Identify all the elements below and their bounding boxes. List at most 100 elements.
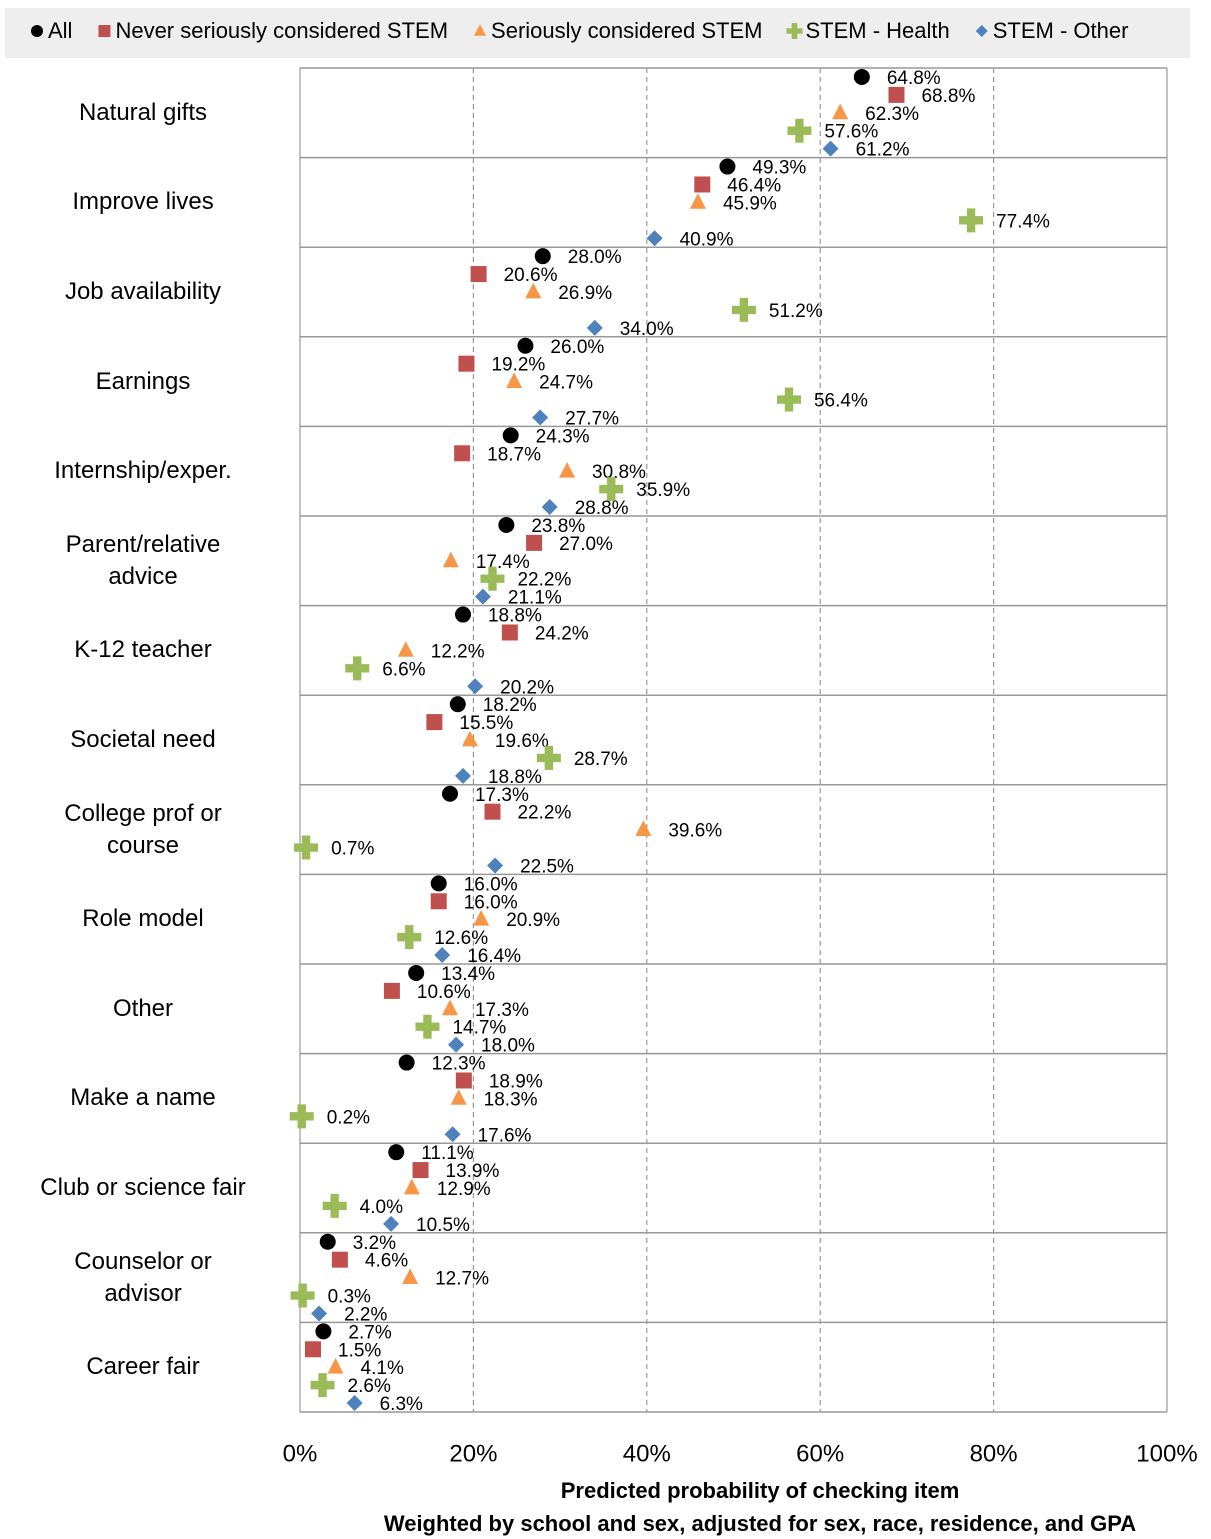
x-axis-title: Predicted probability of checking item <box>561 1478 960 1503</box>
marker <box>534 248 551 265</box>
value-label: 18.7% <box>487 444 541 465</box>
marker <box>331 1251 348 1268</box>
marker <box>694 176 711 193</box>
value-label: 30.8% <box>592 462 646 483</box>
y-tick-label: Parent/relative advice <box>65 530 221 590</box>
marker <box>448 1036 465 1053</box>
marker <box>397 641 414 657</box>
marker <box>599 477 624 502</box>
marker <box>426 714 443 731</box>
value-label: 20.6% <box>504 265 558 286</box>
marker <box>959 208 984 233</box>
marker <box>454 767 471 784</box>
marker <box>441 785 458 802</box>
value-label: 18.8% <box>488 606 542 627</box>
value-label: 28.7% <box>574 749 628 770</box>
marker <box>346 1395 363 1412</box>
marker <box>450 1089 467 1105</box>
y-tick-label: Make a name <box>70 1084 216 1112</box>
value-label: 24.2% <box>535 623 589 644</box>
value-label: 28.8% <box>575 498 629 519</box>
marker <box>397 925 422 950</box>
marker <box>294 835 319 860</box>
value-label: 18.0% <box>481 1036 535 1057</box>
y-tick-label: Job availability <box>64 278 222 305</box>
value-label: 11.1% <box>421 1143 474 1164</box>
y-tick-label: Internship/exper. <box>54 457 232 485</box>
value-label: 20.9% <box>506 910 560 931</box>
value-label: 39.6% <box>668 821 722 842</box>
marker <box>525 282 542 299</box>
x-tick-label: 20% <box>449 1440 497 1467</box>
marker <box>776 387 801 412</box>
marker <box>310 1373 335 1398</box>
value-label: 6.3% <box>380 1394 423 1415</box>
value-label: 27.0% <box>559 534 613 555</box>
value-label: 21.1% <box>508 588 562 609</box>
marker <box>501 624 518 641</box>
marker <box>322 1193 347 1218</box>
value-label: 1.5% <box>338 1340 381 1361</box>
x-tick-label: 40% <box>623 1440 671 1467</box>
marker <box>415 1014 440 1039</box>
value-label: 34.0% <box>620 319 674 340</box>
value-label: 14.7% <box>452 1018 506 1039</box>
marker <box>822 140 839 157</box>
value-label: 20.2% <box>500 677 554 698</box>
value-label: 18.9% <box>489 1071 543 1092</box>
value-label: 18.3% <box>484 1089 538 1110</box>
value-label: 61.2% <box>856 140 910 161</box>
marker <box>383 1215 400 1232</box>
value-label: 6.6% <box>382 659 425 680</box>
value-label: 40.9% <box>680 229 734 250</box>
marker <box>454 445 471 462</box>
value-label: 15.5% <box>459 713 513 734</box>
marker <box>408 964 425 981</box>
marker <box>474 24 487 36</box>
value-label: 0.3% <box>328 1287 371 1308</box>
value-label: 12.3% <box>432 1054 486 1075</box>
value-label: 19.2% <box>491 355 545 376</box>
legend-background <box>5 8 1190 58</box>
marker <box>498 516 515 533</box>
subtitle: Weighted by school and sex, adjusted for… <box>384 1511 1136 1536</box>
value-label: 13.9% <box>446 1161 500 1182</box>
marker <box>853 68 870 85</box>
marker <box>474 588 491 605</box>
value-label: 10.6% <box>417 982 471 1003</box>
marker <box>467 678 484 695</box>
value-label: 4.6% <box>365 1251 408 1272</box>
value-label: 24.7% <box>539 373 593 394</box>
value-label: 22.5% <box>520 856 574 877</box>
marker <box>455 1072 472 1089</box>
marker <box>517 337 534 354</box>
marker <box>502 427 519 444</box>
value-label: 77.4% <box>996 211 1050 232</box>
legend-label: STEM - Other <box>993 18 1129 43</box>
y-tick-label: Improve lives <box>72 188 214 216</box>
marker <box>434 947 451 964</box>
value-label: 17.3% <box>475 1000 529 1021</box>
y-tick-label: College prof or course <box>64 799 222 859</box>
y-tick-label: Societal need <box>70 726 216 753</box>
marker <box>315 1323 332 1340</box>
y-tick-label: Other <box>112 994 174 1022</box>
marker <box>403 1178 420 1195</box>
value-label: 16.0% <box>464 874 518 895</box>
marker <box>441 999 458 1016</box>
value-label: 62.3% <box>865 104 919 125</box>
value-label: 24.3% <box>536 426 590 447</box>
value-label: 26.0% <box>550 337 604 358</box>
marker <box>786 23 803 39</box>
value-label: 10.5% <box>416 1215 470 1236</box>
y-tick-label: Counselor or advisor <box>74 1247 212 1307</box>
marker <box>719 158 736 175</box>
marker <box>289 1104 314 1129</box>
marker <box>402 1268 419 1284</box>
x-tick-label: 60% <box>796 1440 844 1467</box>
marker <box>731 297 756 322</box>
value-label: 18.2% <box>483 695 537 716</box>
marker <box>559 462 576 478</box>
